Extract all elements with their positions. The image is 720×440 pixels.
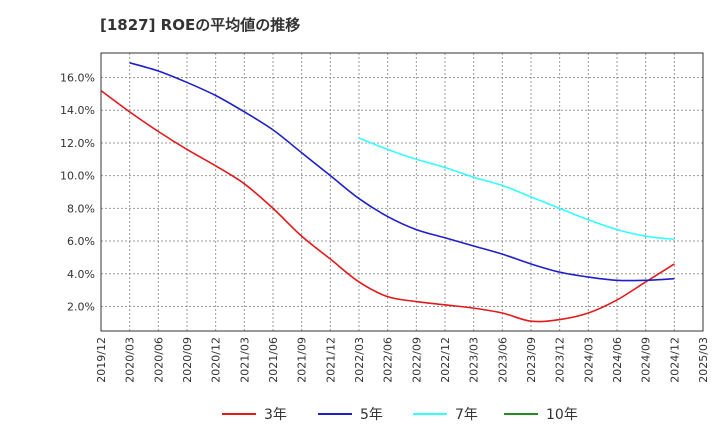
x-tick-label: 2023/09 — [525, 337, 538, 383]
series-line-0 — [100, 89, 675, 323]
x-tick-label: 2022/06 — [382, 337, 395, 383]
x-tick-label: 2024/06 — [611, 337, 624, 383]
legend: 3年 5年 7年 10年 — [222, 407, 578, 423]
legend-label: 7年 — [455, 407, 478, 423]
legend-item-2: 7年 — [413, 407, 478, 423]
y-tick-label: 2.0% — [67, 300, 95, 313]
y-axis: 2.0% 4.0% 6.0% 8.0% 10.0% 12.0% 14.0% 16.0% — [60, 72, 95, 314]
y-tick-label: 6.0% — [67, 235, 95, 248]
x-tick-label: 2023/12 — [554, 337, 567, 383]
legend-label: 10年 — [546, 407, 578, 423]
x-tick-label: 2025/03 — [697, 337, 710, 383]
y-tick-label: 12.0% — [60, 137, 95, 150]
series-lines — [100, 62, 675, 323]
series-line-1 — [129, 62, 675, 282]
x-tick-label: 2021/09 — [296, 337, 309, 383]
x-tick-label: 2021/03 — [238, 337, 251, 383]
x-axis: 2019/12 2020/03 2020/06 2020/09 2020/12 2021/… — [95, 337, 710, 383]
x-tick-label: 2020/12 — [210, 337, 223, 383]
x-tick-label: 2020/09 — [181, 337, 194, 383]
plot-area — [100, 52, 704, 332]
legend-item-0: 3年 — [222, 407, 287, 423]
x-tick-label: 2022/12 — [439, 337, 452, 383]
x-tick-label: 2023/03 — [468, 337, 481, 383]
y-tick-label: 14.0% — [60, 104, 95, 117]
legend-label: 3年 — [264, 407, 287, 423]
x-tick-label: 2024/09 — [640, 337, 653, 383]
x-tick-label: 2022/09 — [410, 337, 423, 383]
x-tick-label: 2021/12 — [324, 337, 337, 383]
y-tick-label: 10.0% — [60, 170, 95, 183]
y-tick-label: 16.0% — [60, 72, 95, 85]
x-tick-label: 2023/06 — [496, 337, 509, 383]
x-tick-label: 2021/06 — [267, 337, 280, 383]
legend-item-3: 10年 — [504, 407, 578, 423]
x-tick-label: 2022/03 — [353, 337, 366, 383]
legend-item-1: 5年 — [318, 407, 383, 423]
x-tick-label: 2024/12 — [668, 337, 681, 383]
y-tick-label: 8.0% — [67, 202, 95, 215]
y-tick-label: 4.0% — [67, 268, 95, 281]
series-line-2 — [358, 137, 675, 241]
x-tick-label: 2020/06 — [152, 337, 165, 383]
x-tick-label: 2024/03 — [582, 337, 595, 383]
grid — [101, 53, 703, 331]
chart-title: [1827] ROEの平均値の推移 — [100, 16, 301, 34]
legend-label: 5年 — [360, 407, 383, 423]
x-tick-label: 2020/03 — [124, 337, 137, 383]
x-tick-label: 2019/12 — [95, 337, 108, 383]
